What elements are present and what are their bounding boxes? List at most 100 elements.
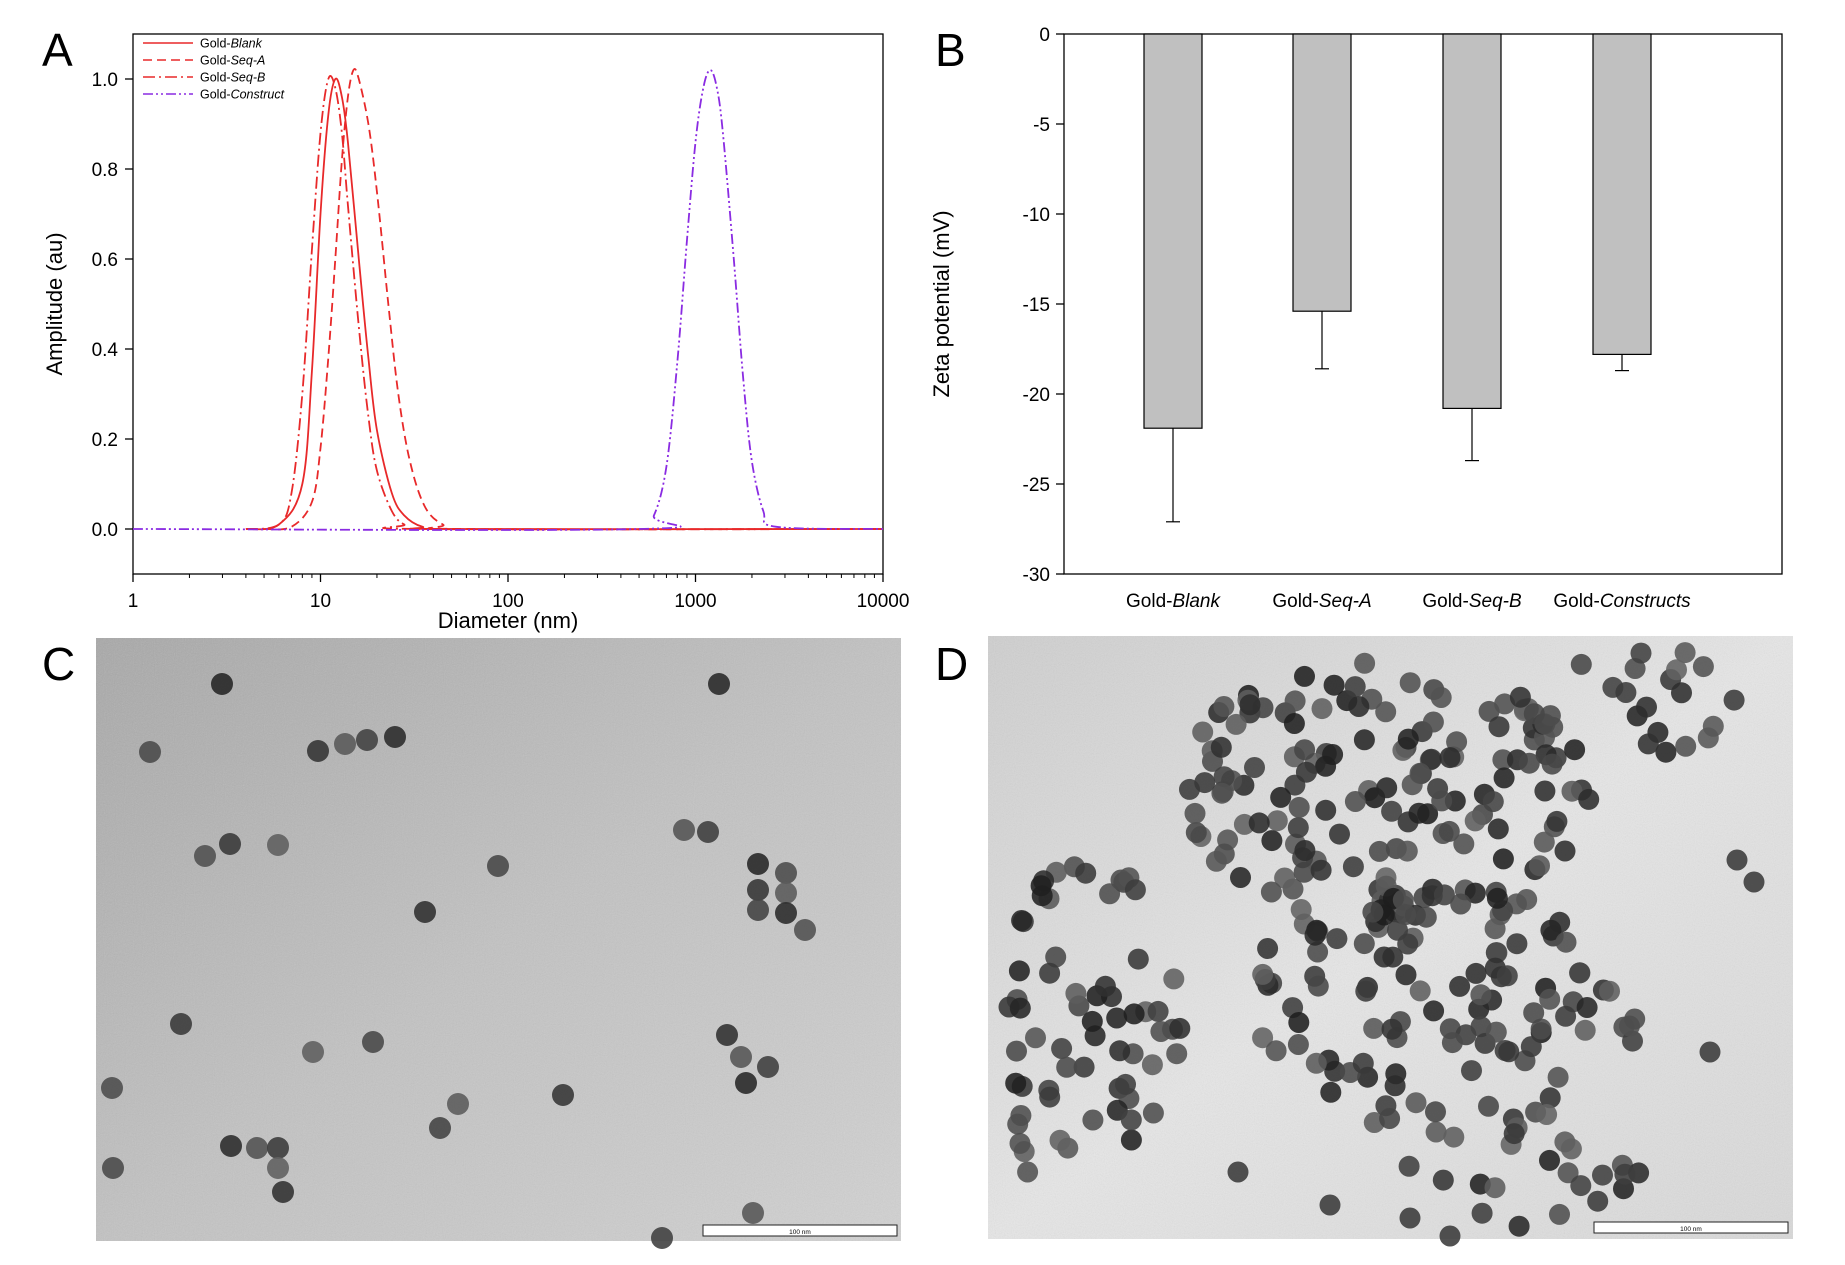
bar-blank	[1143, 33, 1203, 429]
nanoparticle	[267, 1137, 289, 1159]
nanoparticle	[1630, 642, 1652, 664]
nanoparticle	[1508, 1215, 1530, 1237]
nanoparticle	[1288, 1012, 1310, 1033]
nanoparticle	[1355, 980, 1377, 1002]
x-ticks-a: 1 10 100 1000 10000	[128, 574, 909, 612]
nanoparticle	[1557, 1162, 1579, 1184]
nanoparticle	[1239, 694, 1261, 716]
legend-label: Gold-Seq-A	[200, 54, 265, 68]
series-line-seq-a	[264, 67, 884, 531]
zeta-potential-chart: 0-5-10-15-20-25-30 Gold-Blank Gold-Seq-A G…	[929, 25, 1783, 612]
nanoparticle	[1529, 855, 1550, 877]
nanoparticle	[1415, 906, 1437, 928]
nanoparticle	[1399, 672, 1421, 694]
nanoparticle	[1530, 1018, 1552, 1040]
panel-label-b: B	[935, 24, 966, 76]
nanoparticle	[384, 726, 406, 748]
nanoparticle	[1184, 802, 1206, 824]
nanoparticle	[1699, 1041, 1721, 1063]
nanoparticle	[1009, 997, 1031, 1019]
nanoparticle	[1075, 862, 1097, 884]
y-axis-title-b: Zeta potential (mV)	[929, 210, 954, 397]
nanoparticle	[1261, 830, 1283, 852]
nanoparticle	[1726, 849, 1748, 871]
nanoparticle	[1288, 796, 1310, 818]
nanoparticle	[1363, 1017, 1385, 1039]
nanoparticle	[730, 1046, 752, 1068]
nanoparticle	[1295, 761, 1317, 783]
nanoparticle	[1081, 1010, 1103, 1032]
nanoparticle	[1422, 711, 1444, 733]
y-tick-label: -5	[1033, 115, 1050, 136]
nanoparticle	[101, 1077, 123, 1099]
nanoparticle	[1210, 736, 1232, 758]
nanoparticle	[1398, 1155, 1420, 1177]
nanoparticles-c	[101, 673, 816, 1249]
nanoparticles-d	[998, 642, 1765, 1247]
nanoparticle	[1225, 713, 1247, 735]
scale-bar-label-c: 100 nm	[789, 1229, 811, 1236]
nanoparticle	[673, 819, 695, 841]
nanoparticle	[1353, 729, 1375, 751]
nanoparticle	[1354, 652, 1376, 674]
nanoparticle	[1671, 682, 1692, 704]
nanoparticle	[1592, 1164, 1613, 1186]
nanoparticle	[1384, 1075, 1406, 1097]
nanoparticle	[1574, 1019, 1596, 1041]
nanoparticle	[1115, 1073, 1136, 1095]
nanoparticle	[1381, 1018, 1403, 1040]
nanoparticle	[267, 1157, 289, 1179]
dls-size-chart: 1 10 100 1000 10000 0.0 0.2 0.4 0.6 0.8 1.0 Gold-…	[42, 33, 909, 633]
nanoparticle	[1430, 687, 1452, 708]
nanoparticle	[1123, 1003, 1145, 1025]
nanoparticle	[1465, 962, 1487, 984]
nanoparticle	[1498, 1041, 1520, 1063]
nanoparticle	[1150, 1021, 1172, 1042]
nanoparticle	[1409, 762, 1431, 784]
nanoparticle	[1487, 818, 1509, 840]
nanoparticle	[1666, 659, 1687, 681]
nanoparticle	[1194, 772, 1216, 794]
nanoparticle	[1539, 1087, 1561, 1109]
series-group-a	[132, 67, 884, 531]
nanoparticle	[1441, 1032, 1463, 1054]
nanoparticle	[1541, 753, 1563, 775]
y-ticks-a: 0.0 0.2 0.4 0.6 0.8 1.0	[92, 70, 133, 541]
nanoparticle	[1248, 812, 1270, 834]
nanoparticle	[1446, 731, 1468, 753]
nanoparticle	[1395, 904, 1417, 926]
nanoparticle	[1587, 1190, 1609, 1212]
nanoparticle	[1539, 1149, 1560, 1171]
nanoparticle	[1423, 1000, 1445, 1022]
x-tick-label: 1000	[674, 591, 716, 612]
legend-a: Gold-Blank Gold-Seq-A Gold-Seq-B Gold-Const…	[143, 37, 285, 102]
legend-label: Gold-Construct	[200, 88, 285, 102]
nanoparticle	[1539, 988, 1561, 1010]
nanoparticle	[1560, 1138, 1582, 1160]
x-tick-labels-b: Gold-Blank Gold-Seq-A Gold-Seq-B Gold-Const…	[1126, 591, 1691, 612]
nanoparticle	[1274, 867, 1296, 889]
series-line-blank	[245, 77, 884, 531]
nanoparticle	[1045, 946, 1067, 968]
nanoparticle	[1287, 817, 1309, 839]
nanoparticle	[1482, 791, 1504, 813]
nanoparticle	[1127, 948, 1149, 970]
nanoparticle	[1213, 766, 1235, 788]
nanoparticle	[1624, 1008, 1646, 1030]
nanoparticle	[1166, 1043, 1188, 1065]
series-line-seq-b	[245, 75, 884, 531]
nanoparticle	[1008, 960, 1030, 982]
panel-label-c: C	[42, 638, 75, 690]
nanoparticle	[211, 673, 233, 695]
nanoparticle	[1396, 840, 1418, 862]
nanoparticle	[1564, 739, 1586, 761]
nanoparticle	[716, 1024, 738, 1046]
nanoparticle	[447, 1093, 469, 1115]
nanoparticle	[1443, 1126, 1465, 1148]
y-tick-label: -30	[1023, 565, 1050, 586]
y-tick-label: 0.0	[92, 520, 118, 541]
nanoparticle	[1211, 782, 1233, 804]
nanoparticle	[170, 1013, 192, 1035]
bar-seq-a	[1292, 33, 1352, 312]
nanoparticle	[246, 1137, 268, 1159]
